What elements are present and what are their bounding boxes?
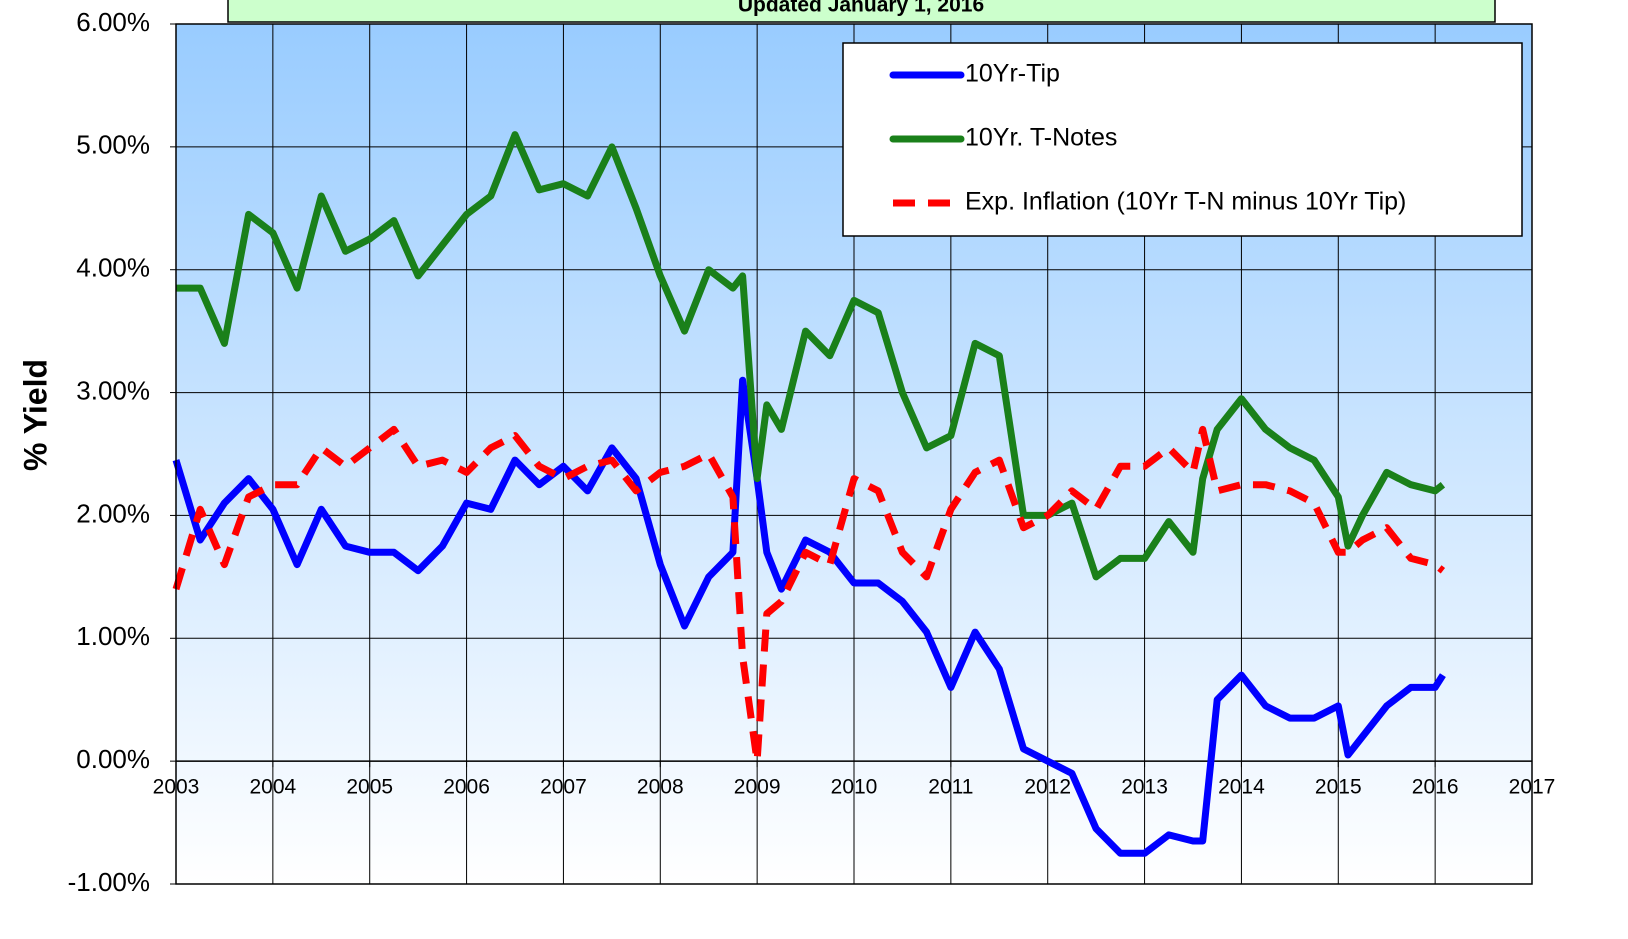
chart-subtitle: Updated January 1, 2016 bbox=[738, 0, 984, 17]
legend-label: Exp. Inflation (10Yr T-N minus 10Yr Tip) bbox=[965, 188, 1406, 216]
series-line bbox=[172, 376, 1446, 857]
legend-label: 10Yr. T-Notes bbox=[965, 124, 1117, 152]
y-axis-label: % Yield bbox=[17, 359, 53, 471]
x-tick-label: 2008 bbox=[637, 776, 684, 799]
y-tick-label: -1.00% bbox=[68, 867, 150, 897]
x-tick-label: 2007 bbox=[540, 776, 587, 799]
series-line bbox=[176, 131, 1446, 581]
x-tick-label: 2015 bbox=[1315, 776, 1362, 799]
x-tick-label: 2013 bbox=[1121, 776, 1168, 799]
x-tick-label: 2016 bbox=[1412, 776, 1459, 799]
x-tick-label: 2006 bbox=[443, 776, 490, 799]
x-tick-label: 2009 bbox=[734, 776, 781, 799]
series-line bbox=[172, 425, 1446, 765]
plot-border bbox=[175, 23, 1533, 885]
y-tick-label: 6.00% bbox=[76, 7, 150, 37]
x-tick-label: 2011 bbox=[928, 776, 973, 799]
y-tick-label: 3.00% bbox=[76, 375, 150, 405]
x-tick-label: 2005 bbox=[346, 776, 393, 799]
y-tick-label: 2.00% bbox=[76, 498, 150, 528]
y-tick-label: 0.00% bbox=[76, 744, 150, 774]
x-tick-label: 2010 bbox=[831, 776, 878, 799]
y-tick-label: 5.00% bbox=[76, 130, 150, 160]
x-tick-label: 2004 bbox=[249, 776, 296, 799]
legend-label: 10Yr-Tip bbox=[965, 60, 1060, 88]
x-tick-label: 2012 bbox=[1024, 776, 1071, 799]
x-tick-label: 2014 bbox=[1218, 776, 1265, 799]
title-box bbox=[227, 0, 1496, 23]
y-tick-label: 4.00% bbox=[76, 253, 150, 283]
y-tick-label: 1.00% bbox=[76, 621, 150, 651]
